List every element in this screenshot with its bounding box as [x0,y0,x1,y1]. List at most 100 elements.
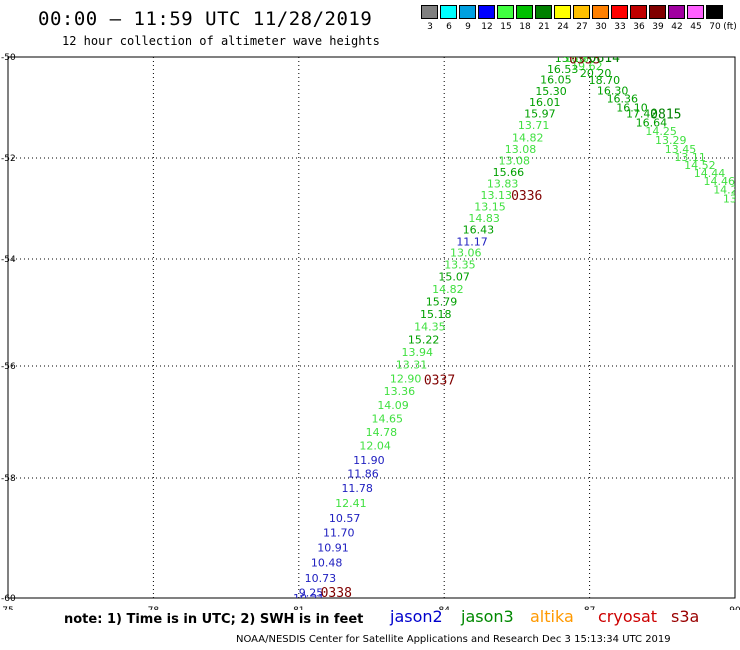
lat-tick-label: -52 [1,154,16,164]
wave-height-label: 14.82 [432,283,464,296]
legend-label: 27 [576,22,588,32]
wave-height-label: 16.30 [597,84,629,97]
wave-height-label: 15.22 [408,333,440,346]
units-note: note: 1) Time is in UTC; 2) SWH is in fe… [64,612,364,627]
wave-height-label: 15.79 [426,295,458,308]
pass-time-label: 0335 [569,53,600,68]
wave-height-label: 16.10 [616,102,648,115]
legend-swatch [497,5,514,19]
legend-label: 15 [500,22,512,32]
legend-swatch [630,5,647,19]
wave-height-label: 15.30 [535,85,567,98]
wave-height-label: 14.82 [512,131,544,144]
wave-height-label: 13.13 [481,189,513,202]
legend-label: 39 [652,22,664,32]
legend-label: 6 [446,22,452,32]
pass-time-label: 0815 [650,108,681,123]
lon-tick-label: 81 [293,606,304,610]
lat-tick-label: -56 [1,362,16,372]
legend-swatch [535,5,552,19]
wave-height-label: 15.18 [420,308,452,321]
wave-height-label: 16.64 [636,117,668,130]
wave-height-label: 13.11 [674,151,706,164]
wave-height-label: 13.35 [723,192,740,205]
footer-credit: NOAA/NESDIS Center for Satellite Applica… [236,634,671,645]
wave-height-label: 13.08 [498,155,530,168]
wave-height-label: 14.78 [366,426,398,439]
wave-height-label: 14.24 [713,183,740,196]
satellite-s3a: s3a [671,607,700,626]
wave-height-label: 14.44 [694,167,726,180]
lon-tick-label: 75 [2,606,13,610]
wave-height-label: 16.05 [540,74,572,87]
wave-height-label: 10.91 [317,542,349,555]
wave-height-label: 16.53 [547,63,579,76]
wave-height-label: 10.21 [293,592,325,605]
map-frame [7,56,736,599]
wave-height-label: 11.70 [323,527,355,540]
wave-height-label: 13.71 [518,119,550,132]
wave-height-label: 13.94 [402,346,434,359]
wave-height-label: 13.31 [396,358,428,371]
legend-label: 42 [671,22,683,32]
wave-height-label: 14.52 [684,159,716,172]
wave-height-label: 14.25 [645,125,677,138]
wave-height-label: 12.90 [390,372,422,385]
legend-swatch [573,5,590,19]
wave-height-label: 16.80 [564,52,596,65]
wave-height-map: 75 78 81 84 87 90 -50 -52 -54 -56 -58 -60 15.1616.80… [1,51,740,610]
legend-label: 3 [427,22,433,32]
legend-swatch [554,5,571,19]
wave-height-label: 13.08 [505,143,537,156]
legend-swatch [459,5,476,19]
wave-height-label: 14.46 [703,175,735,188]
map-title: 00:00 – 11:59 UTC 11/28/2019 [38,8,373,30]
satellite-jason3: jason3 [461,607,514,626]
legend-swatch [478,5,495,19]
wave-height-label: 16.36 [607,92,639,105]
satellite-cryosat: cryosat [598,607,658,626]
legend-label: 70 [709,22,721,32]
wave-height-label: 16.43 [463,224,495,237]
wave-height-label: 15.66 [493,166,524,179]
wave-height-label: 11.86 [347,468,379,481]
wave-height-label: 14.83 [468,212,500,225]
legend-label: 36 [633,22,645,32]
wave-height-label: 13.83 [487,177,519,190]
satellite-jason2: jason2 [390,607,443,626]
legend-label: 9 [465,22,471,32]
lon-tick-label: 84 [438,606,450,610]
legend-swatch [668,5,685,19]
wave-height-label: 19.62 [571,60,603,73]
wave-height-label: 10.48 [311,557,343,570]
lon-tick-label: 90 [729,606,740,610]
lon-tick-label: 78 [148,606,160,610]
legend-label: 18 [519,22,531,32]
legend-label: 24 [557,22,569,32]
legend-swatch [421,5,438,19]
wave-height-label: 13.29 [655,134,687,147]
wave-height-label: 15.07 [438,271,470,284]
wave-height-label: 14.09 [377,399,409,412]
wave-height-label: 13.15 [474,200,506,213]
lat-tick-label: -60 [1,594,16,604]
pass-time-label: 0337 [424,373,455,388]
legend-label: 30 [595,22,607,32]
wave-height-label: 9.25 [299,587,324,600]
legend-swatch [516,5,533,19]
legend-label: 21 [538,22,550,32]
map-subtitle: 12 hour collection of altimeter wave hei… [62,34,380,48]
wave-height-label: 20.20 [580,67,612,80]
lon-tick-label: 87 [584,606,595,610]
pass-time-label: 0338 [321,586,352,601]
pass-time-label: 0814 [589,51,620,66]
wave-height-label: 14.35 [414,320,446,333]
legend-label: 12 [481,22,493,32]
wave-height-label: 18.70 [589,74,621,87]
wave-height-label: 10.73 [305,572,337,585]
lat-tick-label: -50 [1,53,16,63]
wave-height-label: 13.06 [450,246,482,259]
legend-swatch [706,5,723,19]
wave-height-label: 17.42 [626,108,658,121]
